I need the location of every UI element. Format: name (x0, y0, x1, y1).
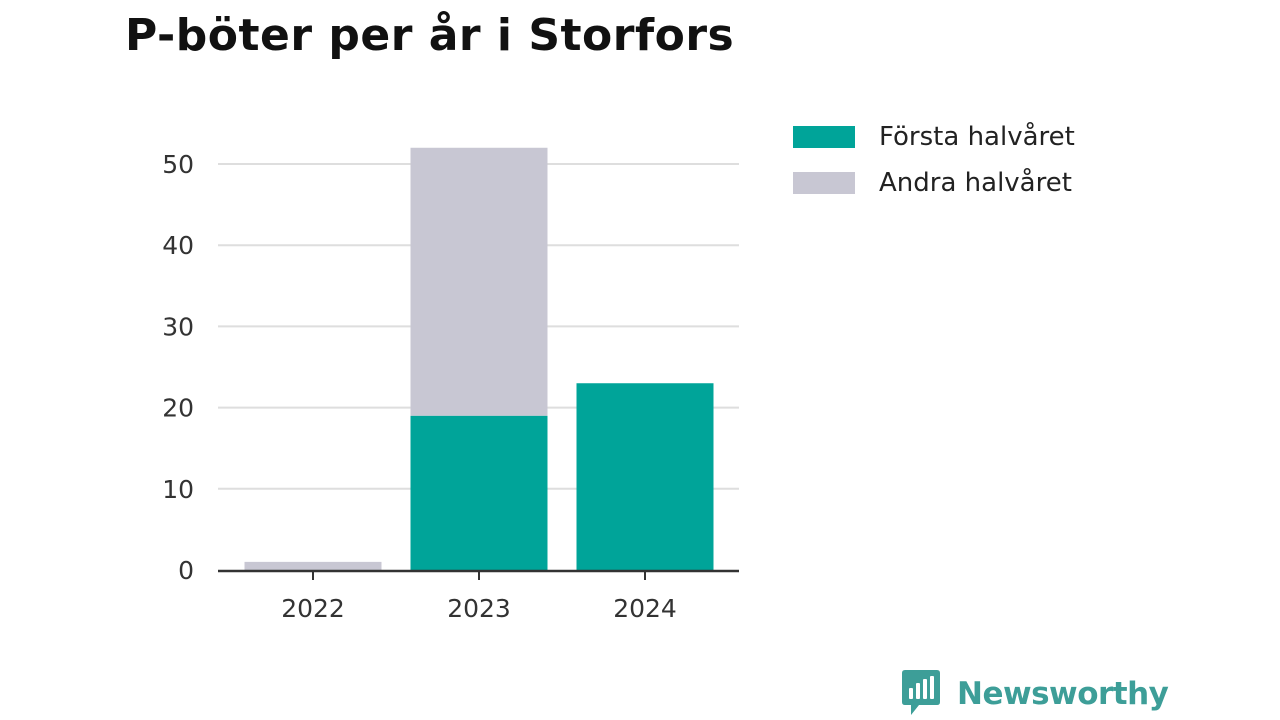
legend-label-second-half: Andra halvåret (879, 168, 1072, 198)
bar-second-half-2022 (244, 561, 382, 570)
x-tick-label: 2022 (281, 594, 345, 623)
legend-label-first-half: Första halvåret (879, 122, 1075, 152)
y-tick-label: 0 (178, 556, 194, 585)
x-tick-label: 2023 (447, 594, 511, 623)
brand-name: Newsworthy (957, 676, 1169, 712)
legend: Första halvåret Andra halvåret (793, 114, 1075, 206)
y-tick-label: 10 (162, 475, 194, 504)
bar-first-half-2024 (576, 383, 714, 570)
legend-swatch-first-half (793, 126, 855, 148)
y-tick-label: 20 (162, 394, 194, 423)
bars (244, 147, 714, 570)
chart-title: P-böter per år i Storfors (125, 10, 735, 61)
y-tick-label: 50 (162, 150, 194, 179)
x-tick-label: 2024 (613, 594, 677, 623)
y-tick-label: 30 (162, 312, 194, 341)
y-tick-label: 40 (162, 231, 194, 260)
bar-second-half-2023 (410, 147, 548, 416)
legend-swatch-second-half (793, 172, 855, 194)
legend-item-first-half: Första halvåret (793, 114, 1075, 160)
bar-chart-speech-bubble-icon (902, 670, 940, 715)
brand-logo: Newsworthy (901, 668, 1169, 720)
bar-first-half-2023 (410, 415, 548, 570)
legend-item-second-half: Andra halvåret (793, 160, 1075, 206)
axes: 0 10 20 30 40 50 2022 2023 2024 (162, 150, 739, 623)
